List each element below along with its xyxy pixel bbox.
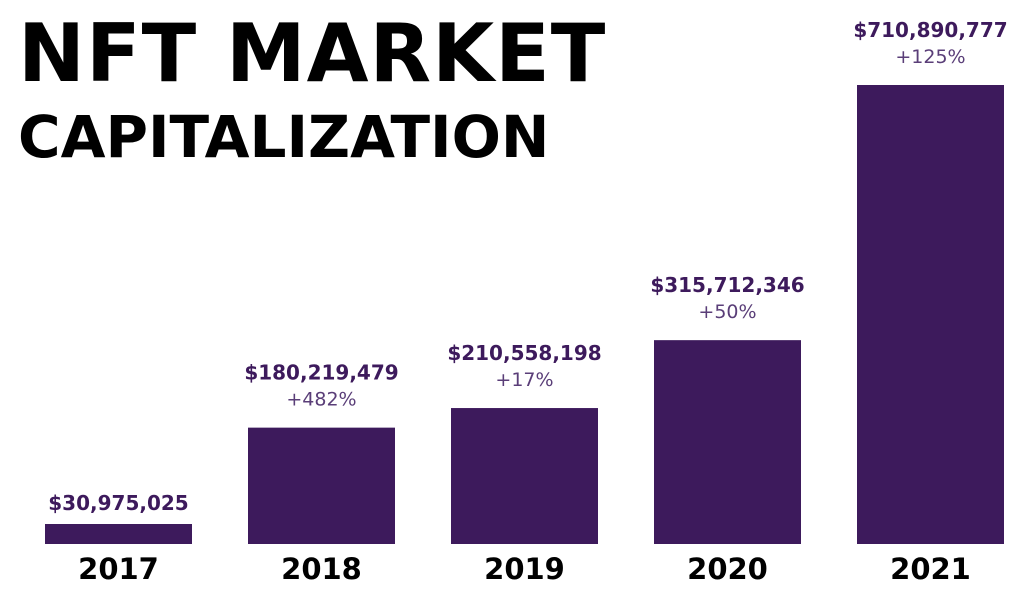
chart-title-line-2: CAPITALIZATION — [18, 103, 550, 171]
x-tick-label-2021: 2021 — [890, 552, 971, 586]
value-label-2019: $210,558,198 — [447, 341, 601, 365]
chart-title-line-1: NFT MARKET — [18, 7, 607, 100]
x-tick-label-2020: 2020 — [687, 552, 768, 586]
growth-label-2020: +50% — [698, 301, 756, 323]
bar-2020 — [654, 340, 801, 544]
bar-2021 — [857, 85, 1004, 544]
value-label-2017: $30,975,025 — [48, 491, 188, 515]
x-tick-label-2019: 2019 — [484, 552, 565, 586]
x-tick-label-2018: 2018 — [281, 552, 362, 586]
growth-label-2018: +482% — [286, 389, 356, 411]
growth-label-2019: +17% — [495, 369, 553, 391]
value-label-2018: $180,219,479 — [244, 361, 398, 385]
bar-2019 — [451, 408, 598, 544]
value-label-2020: $315,712,346 — [650, 273, 804, 297]
value-label-2021: $710,890,777 — [853, 18, 1007, 42]
bar-2018 — [248, 427, 395, 544]
growth-label-2021: +125% — [895, 46, 965, 68]
bar-2017 — [45, 524, 192, 544]
x-tick-label-2017: 2017 — [78, 552, 159, 586]
